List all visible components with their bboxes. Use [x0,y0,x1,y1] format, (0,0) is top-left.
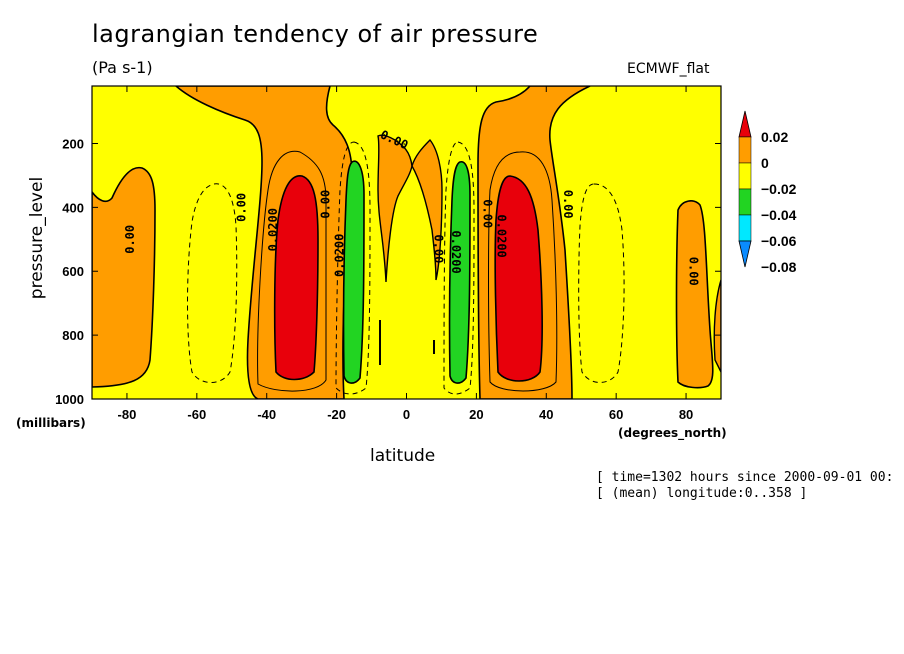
region-red-east [494,175,543,382]
axes: -80 -60 -40 -20 0 20 40 60 80 200 400 600 800 1000 [55,86,721,422]
contour-label: 0.00 [235,193,249,222]
contour-label: 0.00 [431,234,445,263]
legend-swatch [738,214,752,242]
legend-label: −0.04 [761,207,797,223]
chart-units: (Pa s-1) [92,58,153,77]
region-orange-far-west [92,166,156,388]
data-source-label: ECMWF_flat [627,61,710,77]
legend-label: −0.08 [761,259,797,275]
y-tick-label: 400 [62,200,84,215]
contour-label: 0.0200 [449,230,463,273]
chart-title: lagrangian tendency of air pressure [92,20,539,48]
contour-negative-west-green [335,141,371,395]
contour-label: 0.00 [561,190,575,219]
region-orange-edge-east [713,279,721,373]
y-tick-label: 200 [62,136,84,151]
y-axis-unit: (millibars) [16,416,86,430]
legend-swatch [738,240,752,268]
region-green-west [342,160,365,384]
region-orange-center-west [377,134,413,283]
x-tick-label: -40 [257,407,276,422]
x-tick-label: -60 [187,407,206,422]
x-tick-label: 20 [469,407,483,422]
region-orange-center-east [411,138,443,281]
region-orange-far-east [675,200,714,389]
legend-swatch [738,188,752,216]
contour-label: 0.0200 [333,234,347,277]
x-axis-unit: (degrees_north) [618,426,727,440]
y-tick-label: 600 [62,264,84,279]
contour-label: 0.00 [687,257,701,286]
contour-negative-east-green [443,141,475,395]
longitude-metadata: [ (mean) longitude:0..358 ] [596,486,808,501]
x-tick-label: 0 [403,407,410,422]
x-tick-label: -20 [327,407,346,422]
contour-label: 0.00 [123,225,137,254]
contour-label: 0.0200 [266,208,280,251]
legend-label: −0.02 [761,181,797,197]
contour-label: 0.0200 [494,214,508,257]
legend-swatch [738,162,752,190]
x-tick-label: 60 [609,407,623,422]
x-tick-label: 80 [679,407,693,422]
x-tick-label: 40 [539,407,553,422]
contour-label: 0.00 [319,190,333,219]
contour-east-inner [488,151,558,392]
legend-label: −0.06 [761,233,797,249]
legend-swatch [738,110,752,138]
contour-label: 0.00 [480,199,494,228]
region-green-east [448,161,471,384]
legend-swatch [738,136,752,164]
contour-west-inner [257,150,327,392]
region-red-west [273,175,319,381]
color-legend: 0.02 0 −0.02 −0.04 −0.06 −0.08 [738,110,797,275]
plot-area [92,86,721,399]
x-axis-label: latitude [370,446,436,466]
y-tick-label: 1000 [55,392,84,407]
legend-label: 0 [761,155,769,171]
field-background [92,86,721,399]
contour-negative-far-east [578,183,625,383]
y-tick-label: 800 [62,328,84,343]
time-metadata: [ time=1302 hours since 2000-09-01 00: [596,470,894,485]
x-tick-label: -80 [118,407,137,422]
legend-label: 0.02 [761,129,788,145]
